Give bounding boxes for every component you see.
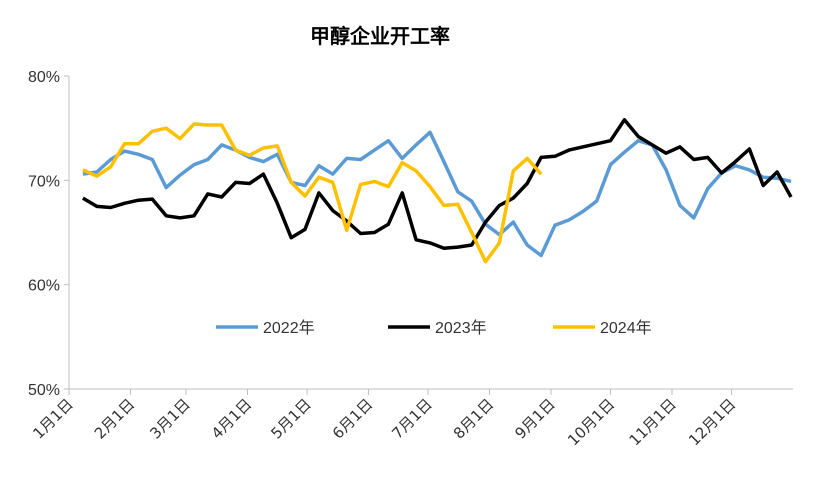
y-tick-label: 80%: [28, 69, 60, 86]
x-tick-label: 4月1日: [208, 395, 255, 442]
x-tick-label: 7月1日: [388, 395, 435, 442]
legend-label: 2022年: [263, 319, 315, 337]
legend-label: 2023年: [435, 319, 487, 337]
x-tick-label: 2月1日: [91, 395, 138, 442]
x-tick-label: 8月1日: [450, 395, 497, 442]
x-tick-label: 11月1日: [626, 395, 680, 449]
legend: 2022年 2023年 2024年: [216, 319, 652, 337]
series-layer: [82, 118, 793, 264]
x-tick-label: 5月1日: [267, 395, 314, 442]
series-line-0: [82, 130, 792, 258]
y-tick-label: 60%: [28, 278, 60, 295]
series-line-1: [82, 118, 793, 250]
legend-label: 2024年: [600, 319, 652, 337]
y-tick-label: 50%: [28, 382, 60, 399]
axes: 50% 60% 70% 80% 1月1日 2月1日 3月1日 4月1日 5月1日 6月1日 7月1日…: [28, 69, 793, 449]
x-tick-label: 1月1日: [29, 395, 76, 442]
x-tick-label: 3月1日: [146, 395, 193, 442]
x-tick-label: 10月1日: [564, 395, 618, 449]
x-tick-label: 6月1日: [329, 395, 376, 442]
x-tick-label: 9月1日: [511, 395, 558, 442]
series-line-2: [82, 122, 543, 264]
x-tick-label: 12月1日: [685, 395, 739, 449]
chart-title: 甲醇企业开工率: [310, 24, 450, 48]
y-tick-label: 70%: [28, 173, 60, 190]
